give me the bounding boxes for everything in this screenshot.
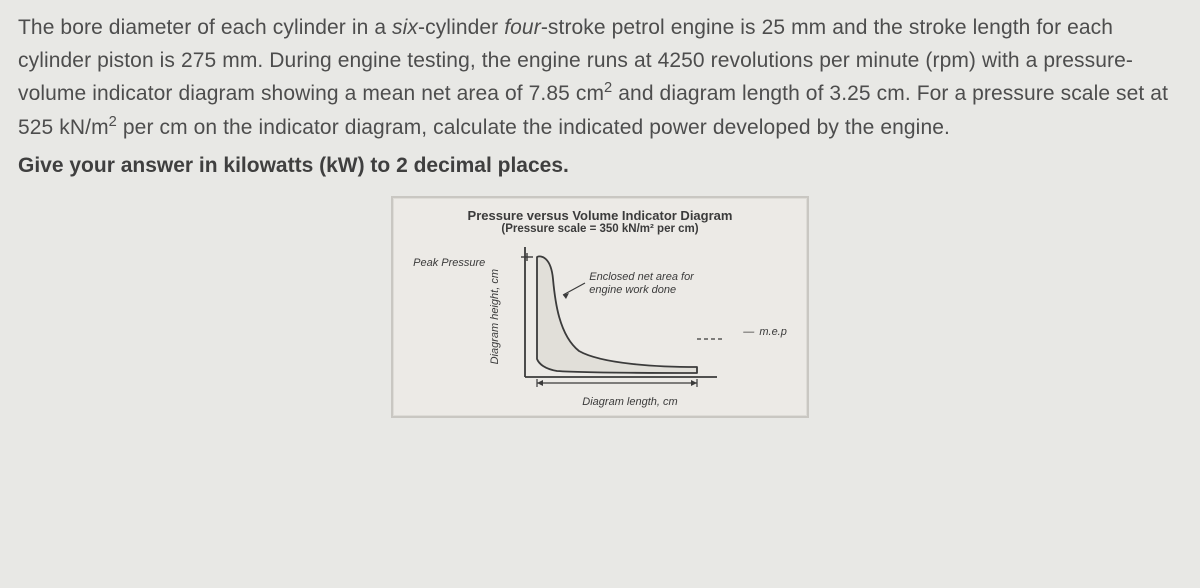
x-axis-label: Diagram length, cm xyxy=(473,396,787,408)
answer-instruction: Give your answer in kilowatts (kW) to 2 … xyxy=(18,154,1182,178)
diagram-svg-holder: Enclosed net area for engine work done xyxy=(507,239,737,394)
q-sup: 2 xyxy=(109,114,117,130)
figure-title: Pressure versus Volume Indicator Diagram xyxy=(413,208,787,223)
figure-subtitle: (Pressure scale = 350 kN/m² per cm) xyxy=(413,223,787,235)
y-axis-label: Diagram height, cm xyxy=(489,269,501,364)
mep-label: — m.e.p xyxy=(743,326,787,338)
peak-pressure-label: Peak Pressure xyxy=(413,257,485,269)
q-italic-four: four xyxy=(504,16,541,39)
q-italic-six: six xyxy=(392,16,418,39)
pv-diagram-svg xyxy=(507,239,737,389)
q-text: -cylinder xyxy=(418,16,504,39)
question-paragraph: The bore diameter of each cylinder in a … xyxy=(18,12,1182,144)
q-text: per cm on the indicator diagram, calcula… xyxy=(117,116,950,139)
enclosed-area-label: Enclosed net area for engine work done xyxy=(589,271,694,296)
indicator-diagram-figure: Pressure versus Volume Indicator Diagram… xyxy=(391,196,809,418)
q-text: The bore diameter of each cylinder in a xyxy=(18,16,392,39)
